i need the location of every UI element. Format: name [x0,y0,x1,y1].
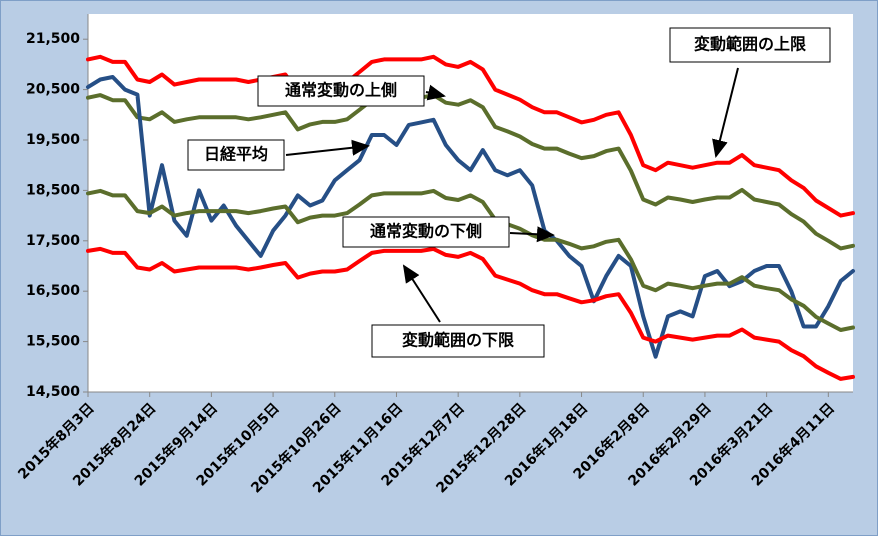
annotation: 通常変動の下側 [370,222,482,241]
series-line [86,75,855,359]
annotation-box [257,75,425,107]
annotation: 変動範囲の下限 [402,331,515,350]
annotation: 変動範囲の上限 [694,35,807,54]
y-tick-label: 15,500 [26,334,80,350]
series-line [86,188,855,332]
series-line [86,246,855,381]
annotation-box [187,139,285,171]
y-tick-label: 20,500 [26,82,80,98]
y-tick-label: 17,500 [26,233,80,249]
annotation-box [342,216,510,248]
y-tick-label: 19,500 [26,132,80,148]
annotation-box [371,324,545,358]
annotation-box [669,27,831,63]
annotation-arrow [285,139,370,156]
annotation: 通常変動の上側 [285,81,397,100]
annotations: 変動範囲の上限 通常変動の上側 日経平均 通常変動の下側 変動範囲の下限 [187,27,831,358]
series-line [86,93,855,251]
series-line [86,54,855,218]
y-tick-label: 18,500 [26,182,80,198]
y-tick-label: 16,500 [26,283,80,299]
annotation-arrow [425,84,446,101]
annotation-arrow [402,264,441,323]
annotation: 日経平均 [204,145,268,164]
annotation-arrow [712,67,739,158]
annotation-arrow [509,226,555,243]
y-tick-label: 14,500 [26,384,80,400]
y-tick-label: 21,500 [26,31,80,47]
